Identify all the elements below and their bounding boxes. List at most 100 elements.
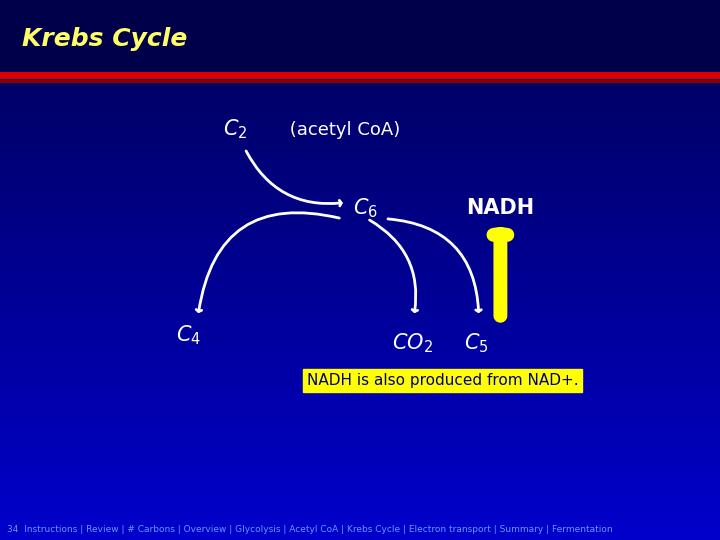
Bar <box>0 356 720 359</box>
Text: NADH is also produced from NAD+.: NADH is also produced from NAD+. <box>307 373 579 388</box>
Bar <box>0 429 720 432</box>
Bar <box>0 162 720 165</box>
Bar <box>0 278 720 281</box>
Bar <box>0 440 720 443</box>
Bar <box>0 535 720 537</box>
Bar <box>0 230 720 232</box>
Bar <box>0 464 720 467</box>
Bar <box>0 313 720 316</box>
Bar <box>0 373 720 375</box>
Bar <box>0 505 720 508</box>
Bar <box>0 108 720 111</box>
Bar <box>0 319 720 321</box>
Bar <box>0 497 720 500</box>
Bar <box>0 219 720 221</box>
Bar <box>0 151 720 154</box>
Bar <box>0 500 720 502</box>
Bar <box>0 338 720 340</box>
Bar <box>0 432 720 435</box>
Bar <box>0 354 720 356</box>
Bar <box>0 446 720 448</box>
Bar <box>0 467 720 470</box>
Bar <box>0 62 720 65</box>
Bar <box>0 46 720 49</box>
Bar <box>0 216 720 219</box>
Bar <box>0 518 720 521</box>
Bar <box>0 443 720 445</box>
Bar <box>0 289 720 292</box>
Bar <box>0 40 720 43</box>
Bar <box>0 97 720 100</box>
Bar <box>0 394 720 397</box>
Bar <box>0 397 720 400</box>
Bar <box>0 170 720 173</box>
Bar <box>0 11 720 14</box>
Bar <box>0 84 720 86</box>
Bar <box>0 424 720 427</box>
Bar <box>0 94 720 97</box>
Bar <box>0 327 720 329</box>
Bar <box>0 100 720 103</box>
Bar <box>0 462 720 464</box>
Bar <box>0 284 720 286</box>
Bar <box>0 57 720 59</box>
Text: $C_4$: $C_4$ <box>176 323 202 347</box>
Bar <box>0 281 720 284</box>
Bar <box>0 481 720 483</box>
Bar <box>0 0 720 3</box>
Bar <box>0 27 720 30</box>
Bar <box>0 54 720 57</box>
Bar <box>0 68 720 70</box>
Text: $C_6$: $C_6$ <box>353 196 378 220</box>
Bar <box>0 348 720 351</box>
Bar <box>0 308 720 310</box>
Bar <box>0 316 720 319</box>
Bar <box>0 65 720 68</box>
Bar <box>0 491 720 494</box>
Bar <box>0 132 720 135</box>
Text: Krebs Cycle: Krebs Cycle <box>22 27 187 51</box>
Bar <box>0 364 720 367</box>
Text: (acetyl CoA): (acetyl CoA) <box>284 120 400 139</box>
Bar <box>0 351 720 354</box>
Bar <box>0 119 720 122</box>
Bar <box>0 105 720 108</box>
Bar <box>0 59 720 62</box>
Bar <box>0 240 720 243</box>
Bar <box>0 392 720 394</box>
Bar <box>0 86 720 89</box>
Bar <box>0 200 720 202</box>
Bar <box>0 416 720 418</box>
Bar <box>0 478 720 481</box>
Bar <box>0 143 720 146</box>
Bar <box>0 165 720 167</box>
Bar <box>0 16 720 19</box>
Bar <box>0 489 720 491</box>
Bar <box>0 302 720 305</box>
Bar <box>0 248 720 251</box>
Bar <box>0 521 720 524</box>
Bar <box>0 192 720 194</box>
Bar <box>0 408 720 410</box>
Bar <box>0 135 720 138</box>
Bar <box>0 502 720 505</box>
Bar <box>0 116 720 119</box>
Bar <box>0 127 720 130</box>
Bar <box>0 362 720 364</box>
Bar <box>0 375 720 378</box>
Bar <box>0 92 720 94</box>
Bar <box>0 472 720 475</box>
Bar <box>0 359 720 362</box>
Bar <box>0 208 720 211</box>
Bar <box>0 265 720 267</box>
Bar <box>0 49 720 51</box>
Bar <box>0 232 720 235</box>
Bar <box>0 22 720 24</box>
Bar <box>0 176 720 178</box>
Text: NADH: NADH <box>467 198 534 218</box>
Bar <box>0 402 720 405</box>
Bar <box>0 378 720 381</box>
Bar <box>0 329 720 332</box>
Bar <box>0 122 720 124</box>
Bar <box>0 259 720 262</box>
